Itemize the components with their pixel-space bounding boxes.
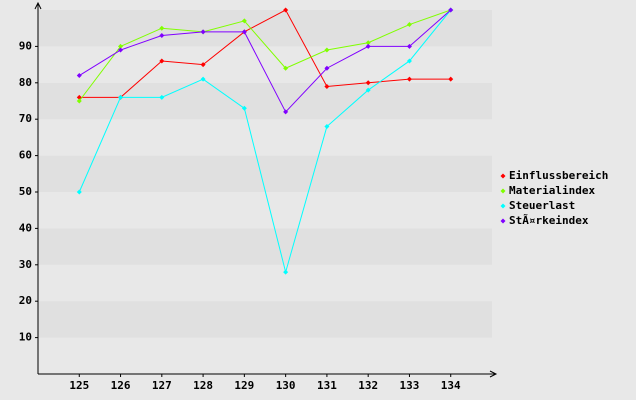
point [365,80,371,86]
series-line [78,9,452,275]
point [241,18,247,24]
point [406,58,412,64]
point [448,76,454,82]
point [283,7,289,13]
grid-band [38,119,492,156]
grid-band [38,192,492,229]
point [76,189,82,195]
x-tick-label: 130 [276,379,296,392]
x-tick-label: 127 [152,379,172,392]
series-line [78,9,451,102]
point [159,32,165,38]
legend-marker [500,173,506,179]
x-tick-label: 126 [111,379,131,392]
legend-marker [500,203,506,209]
y-tick-label: 10 [19,331,32,344]
point [200,62,206,68]
legend-label: StÃ¤rkeindex [509,214,589,227]
point [406,43,412,49]
point [118,43,124,49]
legend-marker [500,218,506,224]
point [76,98,82,104]
point [118,94,124,100]
point [324,47,330,53]
series-line [79,9,452,113]
x-tick-label: 128 [193,379,213,392]
grid-band [38,10,492,47]
point [283,269,289,275]
point [241,29,247,35]
x-tick-label: 129 [234,379,254,392]
point [324,83,330,89]
point [365,40,371,46]
y-tick-label: 60 [19,149,32,162]
grid-band [38,155,492,192]
y-tick-label: 70 [19,112,32,125]
point [324,65,330,71]
point [241,105,247,111]
point [365,43,371,49]
y-tick-label: 90 [19,39,32,52]
series-line [79,9,451,98]
point [283,109,289,115]
x-tick-label: 134 [441,379,461,392]
point [365,87,371,93]
legend-label: Einflussbereich [509,169,608,182]
grid-band [38,46,492,83]
y-axis-arrow [34,1,42,10]
x-tick-label: 125 [69,379,89,392]
legend-label: Materialindex [509,184,595,197]
point [159,94,165,100]
legend-label: Steuerlast [509,199,575,212]
point [200,76,206,82]
grid-band [38,337,492,374]
y-tick-label: 20 [19,294,32,307]
y-tick-label: 30 [19,258,32,271]
point [448,7,454,13]
x-tick-label: 131 [317,379,337,392]
x-tick-label: 132 [358,379,378,392]
point [324,123,330,129]
y-tick-label: 80 [19,76,32,89]
x-axis-arrow [489,370,498,378]
x-tick-label: 133 [400,379,420,392]
grid-band [38,301,492,338]
point [406,22,412,28]
point [159,25,165,31]
y-tick-label: 40 [19,221,32,234]
legend-marker [500,188,506,194]
point [76,73,82,79]
point [283,65,289,71]
grid-band [38,82,492,120]
point [118,47,124,53]
point [406,76,412,82]
point [159,58,165,64]
grid-band [38,264,492,302]
grid-band [38,228,492,265]
point [200,29,206,35]
y-tick-label: 50 [19,185,32,198]
